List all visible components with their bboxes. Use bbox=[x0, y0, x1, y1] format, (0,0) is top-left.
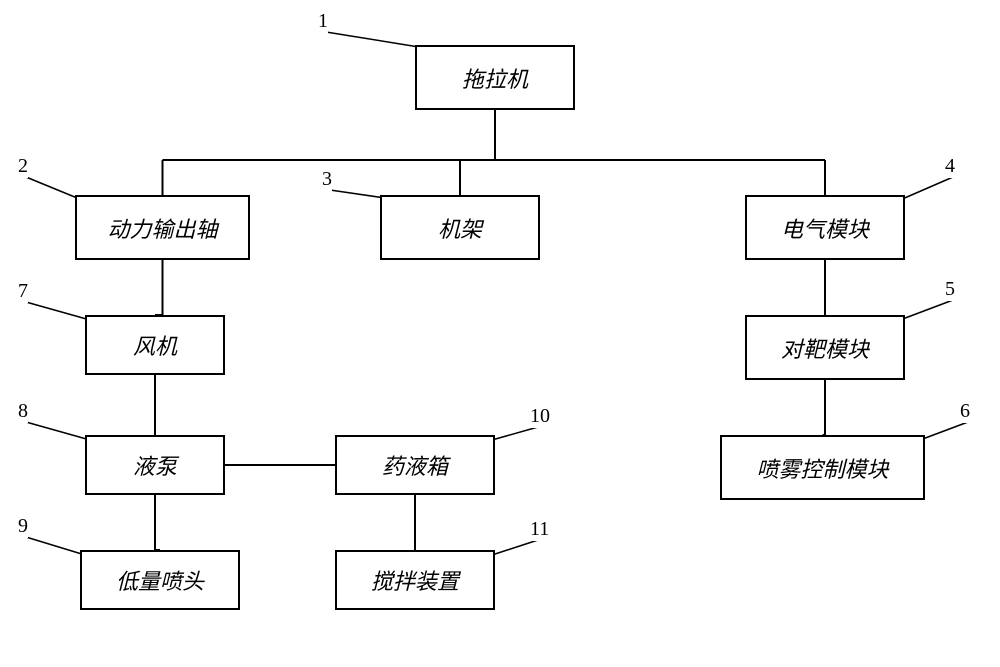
node-tractor: 拖拉机 bbox=[415, 45, 575, 110]
node-targeting: 对靶模块 bbox=[745, 315, 905, 380]
callout-4: 4 bbox=[945, 155, 955, 178]
node-label: 机架 bbox=[438, 212, 482, 244]
node-label: 液泵 bbox=[133, 449, 177, 481]
diagram-stage: 拖拉机 动力输出轴 机架 电气模块 对靶模块 喷雾控制模块 风机 液泵 低量喷头… bbox=[0, 0, 1000, 667]
callout-9: 9 bbox=[18, 515, 28, 538]
callout-2: 2 bbox=[18, 155, 28, 178]
node-label: 对靶模块 bbox=[781, 332, 869, 364]
callout-10: 10 bbox=[530, 405, 550, 428]
node-label: 电气模块 bbox=[781, 212, 869, 244]
node-spray-control: 喷雾控制模块 bbox=[720, 435, 925, 500]
callout-11: 11 bbox=[530, 518, 549, 541]
node-low-vol-nozzle: 低量喷头 bbox=[80, 550, 240, 610]
node-label: 低量喷头 bbox=[116, 564, 204, 596]
node-fan: 风机 bbox=[85, 315, 225, 375]
node-label: 风机 bbox=[133, 329, 177, 361]
node-label: 拖拉机 bbox=[462, 62, 528, 94]
callout-5: 5 bbox=[945, 278, 955, 301]
node-tank: 药液箱 bbox=[335, 435, 495, 495]
node-liquid-pump: 液泵 bbox=[85, 435, 225, 495]
node-label: 动力输出轴 bbox=[107, 212, 217, 244]
callout-3: 3 bbox=[322, 168, 332, 191]
node-label: 药液箱 bbox=[382, 449, 448, 481]
node-label: 搅拌装置 bbox=[371, 564, 459, 596]
callout-8: 8 bbox=[18, 400, 28, 423]
node-electrical: 电气模块 bbox=[745, 195, 905, 260]
callout-6: 6 bbox=[960, 400, 970, 423]
node-stirrer: 搅拌装置 bbox=[335, 550, 495, 610]
node-label: 喷雾控制模块 bbox=[756, 452, 888, 484]
callout-1: 1 bbox=[318, 10, 328, 33]
callout-7: 7 bbox=[18, 280, 28, 303]
node-pto-shaft: 动力输出轴 bbox=[75, 195, 250, 260]
node-frame: 机架 bbox=[380, 195, 540, 260]
